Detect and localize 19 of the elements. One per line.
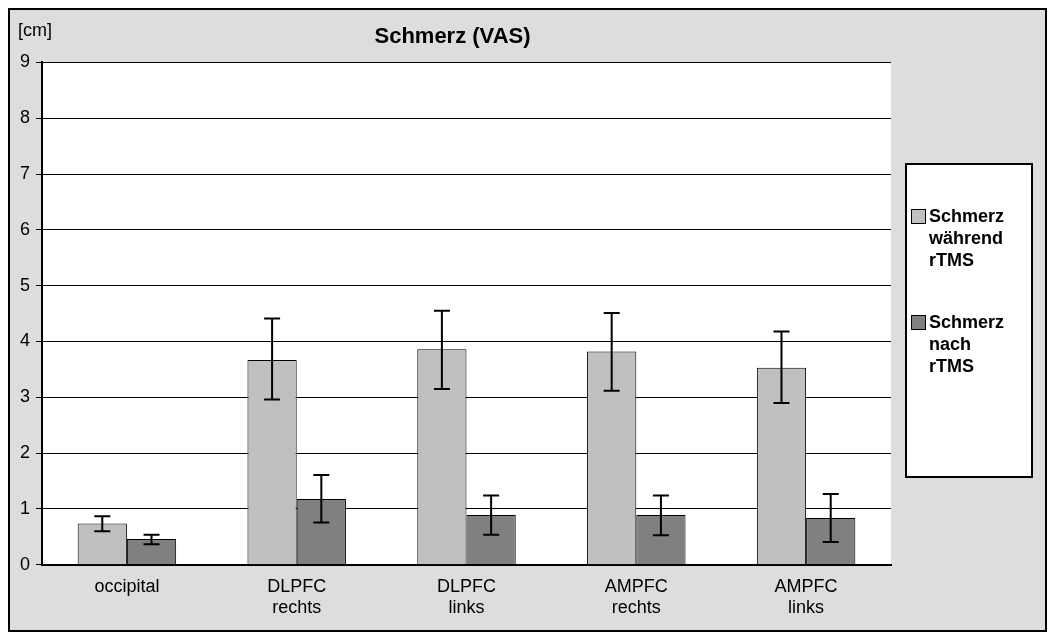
y-tick-label: 5 <box>20 274 31 295</box>
y-tick-label: 9 <box>20 51 31 72</box>
y-axis-title: [cm] <box>18 19 52 40</box>
y-tick-label: 6 <box>20 218 31 239</box>
y-tick-label: 7 <box>20 163 31 184</box>
y-tick-label: 0 <box>20 553 31 574</box>
x-tick-label: AMPFC links <box>774 575 838 618</box>
y-tick-label: 1 <box>20 497 31 518</box>
y-tick-label: 2 <box>20 442 31 463</box>
legend-label: Schmerz nach rTMS <box>929 310 1006 377</box>
x-tick-label: AMPFC rechts <box>604 575 668 618</box>
x-tick-label: occipital <box>94 575 160 596</box>
y-tick-label: 3 <box>20 386 31 407</box>
chart-title: Schmerz (VAS) <box>374 23 531 49</box>
x-tick-label: DLPFC rechts <box>267 575 327 618</box>
y-tick-label: 8 <box>20 107 31 128</box>
legend-label: Schmerz während rTMS <box>929 204 1006 271</box>
y-tick-label: 4 <box>20 330 31 351</box>
x-tick-label: DLPFC links <box>437 575 497 618</box>
